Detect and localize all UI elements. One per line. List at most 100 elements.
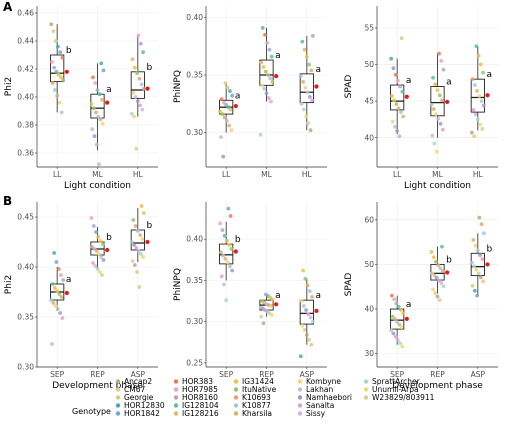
significance-letter: b [146,221,152,231]
data-point [260,83,264,88]
legend-label: Kharsila [242,409,272,418]
box-group-ll: a [218,81,240,159]
data-point [304,114,308,119]
data-point [97,252,101,256]
data-point [59,295,64,299]
data-point [133,95,138,99]
significance-letter: a [406,76,412,86]
data-point [307,94,312,99]
y-tick-label: 0.35 [17,313,34,322]
data-point [301,268,305,273]
legend: Genotype Ancap2CM67GeorgieHOR12830HOR184… [72,377,435,418]
data-point [265,40,270,45]
box-group-asp: a [298,268,321,359]
data-point [389,56,394,61]
box-group-hl: a [298,34,321,133]
data-point [97,92,102,97]
y-tick-label: 0.25 [186,358,203,367]
legend-swatch [363,379,369,384]
data-point [58,50,63,55]
y-tick-label: 0.40 [17,93,34,102]
legend-swatch [173,411,179,416]
x-tick-label: LL [393,170,402,179]
data-point [306,312,311,317]
data-point [269,304,273,308]
legend-label: Sanalta [306,401,334,410]
data-point [219,250,223,255]
data-point [475,293,479,298]
y-tick-label: 0.45 [17,213,34,222]
data-point [394,301,399,306]
y-tick-label: 0.40 [17,263,34,272]
data-point [137,285,142,289]
data-point [96,114,101,119]
data-point [399,36,404,41]
data-point [100,97,104,102]
data-point [56,267,61,271]
box-group-ll: a [389,36,412,139]
data-point [135,99,140,104]
data-point [91,75,95,80]
panel-label-a: A [3,0,13,14]
legend-label: HOR7985 [182,385,218,394]
mean-marker [145,86,150,91]
data-point [302,47,307,52]
data-point [259,314,264,319]
x-tick-label: ASP [131,370,146,379]
data-point [61,78,66,83]
box-group-sep: a [49,251,71,346]
data-point [431,255,436,260]
legend-item: Kombyne [297,377,341,386]
data-point [440,98,444,103]
legend-label: Kombyne [306,377,341,386]
data-point [138,252,143,256]
data-point [132,263,137,267]
box-group-ml: a [89,61,112,167]
legend-swatch [173,403,179,408]
legend-item: HOR12830 [115,401,165,410]
y-tick-label: 30 [364,349,374,358]
data-point [91,261,95,265]
legend-swatch [297,379,303,384]
data-point [227,243,232,247]
y-tick-label: 0.40 [186,235,203,244]
significance-letter: a [315,291,321,301]
y-axis-title: SPAD [344,75,354,99]
data-point [94,249,99,253]
data-point [396,78,400,83]
data-point [398,341,403,346]
x-tick-label: REP [259,370,274,379]
data-point [100,273,104,277]
data-point [309,68,314,73]
mean-marker [485,93,490,98]
data-point [298,74,303,79]
data-point [301,107,306,112]
data-point [221,253,226,258]
data-point [474,267,479,272]
mean-marker [404,94,409,99]
mean-marker [314,308,319,313]
data-point [435,88,440,93]
data-point [401,311,406,316]
box-iqr [390,84,405,111]
data-point [225,238,229,243]
data-point [433,291,438,295]
data-point [136,33,141,38]
chart-b-phinpq: 0.25 0.30 0.35 0.40 PhiNPQ SEP REP ASP b a a [173,202,327,379]
data-point [222,115,227,120]
legend-item: HOR1842 [115,409,160,418]
data-point [390,119,395,124]
data-point [307,337,311,342]
data-point [396,106,401,111]
data-point [51,29,56,34]
legend-item: K10877 [233,401,271,410]
data-point [220,228,225,232]
data-point [307,62,311,67]
significance-letter: b [446,255,452,265]
significance-letter: a [66,275,72,285]
data-point [298,354,303,359]
data-point [134,146,139,151]
data-point [302,327,307,332]
significance-letter: a [275,51,281,61]
